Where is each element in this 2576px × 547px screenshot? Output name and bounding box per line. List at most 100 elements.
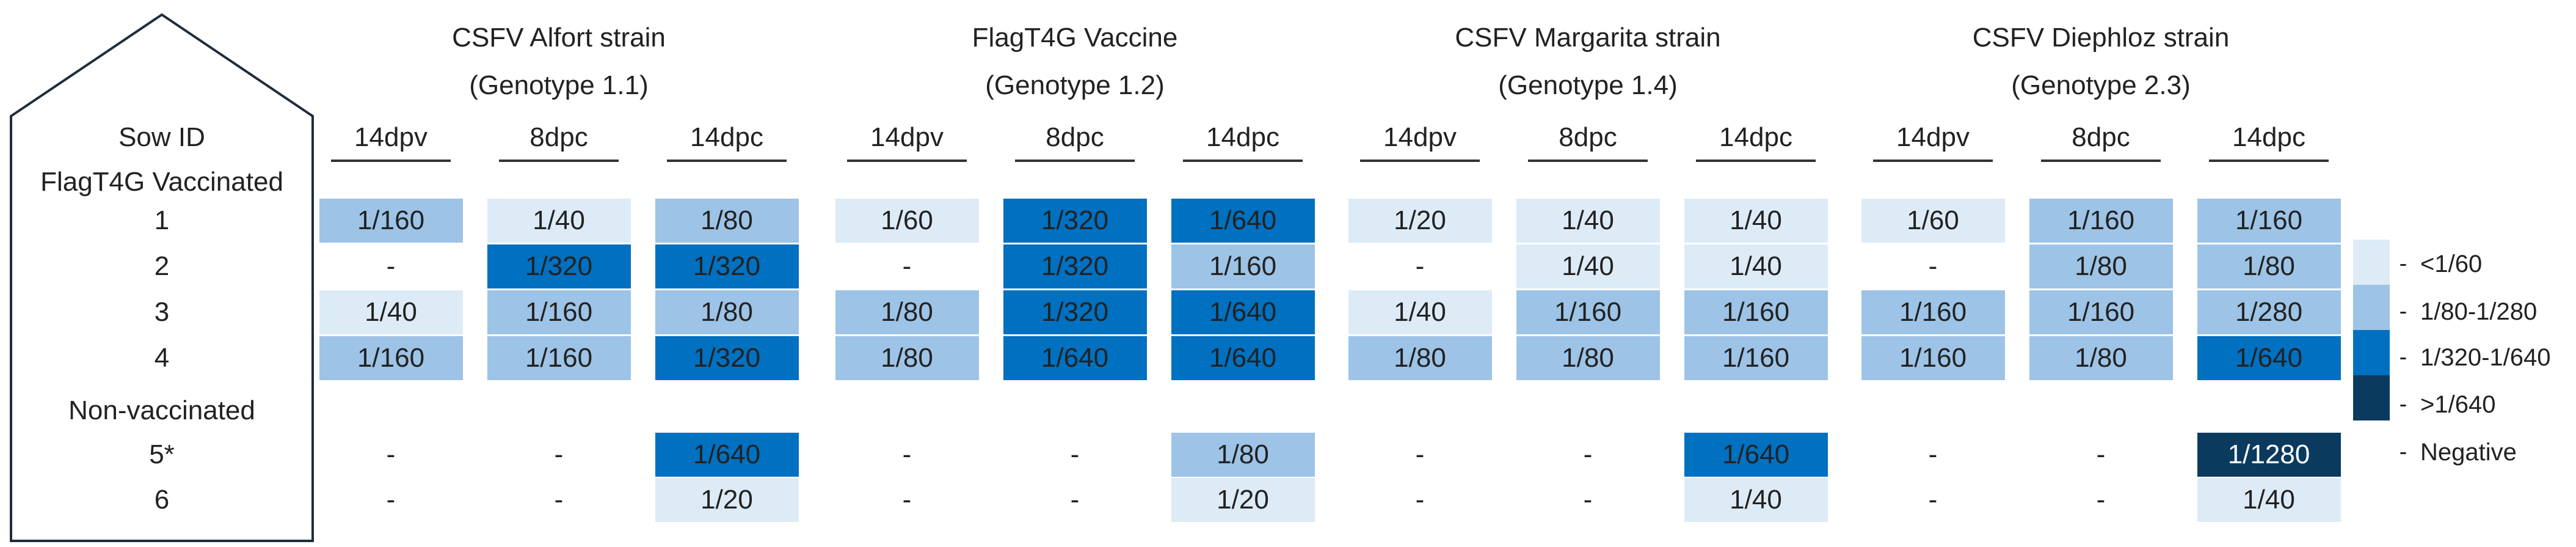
cell-value: 1/280 — [2235, 297, 2303, 327]
timepoint-header: 14dpc — [1206, 122, 1279, 152]
cell-value: 1/160 — [2067, 297, 2135, 327]
header-underline — [1696, 160, 1816, 162]
header-underline — [2041, 160, 2161, 162]
cell-value: 1/20 — [1217, 485, 1269, 515]
cell-value: 1/40 — [1562, 205, 1614, 235]
cell-value: 1/40 — [1394, 297, 1446, 327]
heatmap-cell — [1861, 336, 2005, 380]
cell-value: 1/60 — [1907, 205, 1959, 235]
legend-tick: - — [2399, 391, 2407, 417]
cell-value: 1/40 — [2243, 485, 2295, 515]
cell-value: - — [1928, 439, 1938, 469]
sow-id-label: 5* — [149, 439, 175, 469]
cell-value: 1/320 — [1041, 251, 1109, 281]
heatmap-cell — [835, 199, 979, 243]
sow-id-label: 6 — [154, 485, 170, 515]
row-header-label: Sow ID — [118, 122, 205, 152]
cell-value: - — [1583, 485, 1593, 515]
cell-value: 1/160 — [2067, 205, 2135, 235]
cell-value: - — [386, 439, 396, 469]
legend-swatch — [2353, 285, 2390, 330]
cell-value: 1/640 — [693, 439, 761, 469]
cell-value: - — [1070, 485, 1080, 515]
heatmap-cell — [1003, 199, 1147, 243]
header-underline — [331, 160, 451, 162]
header-underline — [1360, 160, 1480, 162]
heatmap-cell — [655, 244, 799, 288]
cell-value: 1/80 — [1394, 343, 1446, 373]
heatmap-cell — [835, 290, 979, 334]
cell-value: - — [1928, 485, 1938, 515]
heatmap-cell — [1684, 433, 1828, 477]
timepoint-header: 14dpc — [690, 122, 763, 152]
cell-value: - — [386, 251, 396, 281]
heatmap-cell — [1003, 336, 1147, 380]
cell-value: 1/640 — [2235, 343, 2303, 373]
strain-genotype: (Genotype 1.4) — [1498, 70, 1678, 100]
heatmap-cell — [1171, 478, 1315, 522]
legend-label: <1/60 — [2420, 251, 2483, 277]
timepoint-header: 14dpc — [1719, 122, 1792, 152]
heatmap-cell — [487, 336, 631, 380]
legend-tick: - — [2399, 251, 2407, 277]
cell-value: 1/40 — [1730, 251, 1782, 281]
cell-value: 1/40 — [365, 297, 417, 327]
heatmap-cell — [1861, 199, 2005, 243]
heatmap-cell — [1516, 336, 1660, 380]
cell-value: - — [554, 439, 564, 469]
cell-value: - — [902, 439, 912, 469]
cell-value: 1/80 — [2243, 251, 2295, 281]
legend-label: Negative — [2420, 439, 2517, 466]
heatmap-cell — [487, 199, 631, 243]
heatmap-cell — [319, 199, 463, 243]
strain-genotype: (Genotype 1.1) — [469, 70, 649, 100]
heatmap-cell — [2197, 199, 2341, 243]
cell-value: 1/80 — [2075, 251, 2127, 281]
cell-value: 1/320 — [1041, 205, 1109, 235]
cell-value: 1/320 — [693, 343, 761, 373]
group-label-non-vaccinated: Non-vaccinated — [68, 395, 255, 425]
cell-value: 1/160 — [1899, 297, 1967, 327]
sow-id-label: 3 — [154, 297, 170, 327]
heatmap-cell — [1861, 290, 2005, 334]
strain-title: CSFV Diephloz strain — [1972, 23, 2230, 53]
cell-value: - — [902, 251, 912, 281]
heatmap-cell — [1348, 336, 1492, 380]
cell-value: - — [902, 485, 912, 515]
heatmap-cell — [1684, 478, 1828, 522]
timepoint-header: 14dpv — [1383, 122, 1457, 152]
heatmap-cell — [319, 336, 463, 380]
heatmap-cell — [2197, 290, 2341, 334]
heatmap-cell — [2197, 336, 2341, 380]
cell-value: 1/20 — [700, 485, 753, 515]
cell-value: 1/640 — [1041, 343, 1109, 373]
legend-label: 1/320-1/640 — [2420, 344, 2551, 371]
cell-value: - — [1928, 251, 1938, 281]
heatmap-cell — [1003, 244, 1147, 288]
legend-swatch — [2353, 375, 2390, 420]
cell-value: 1/160 — [1554, 297, 1622, 327]
heatmap-cell — [2029, 336, 2173, 380]
strain-title: CSFV Alfort strain — [452, 23, 666, 53]
timepoint-header: 14dpv — [870, 122, 944, 152]
cell-value: 1/640 — [1209, 205, 1277, 235]
header-underline — [1528, 160, 1648, 162]
header-underline — [1873, 160, 1993, 162]
cell-value: - — [1415, 251, 1425, 281]
cell-value: 1/80 — [2075, 343, 2127, 373]
heatmap-cell — [1516, 290, 1660, 334]
cell-value: 1/640 — [1209, 343, 1277, 373]
cell-value: 1/160 — [525, 343, 593, 373]
cell-value: 1/640 — [1722, 439, 1790, 469]
strain-title: CSFV Margarita strain — [1455, 23, 1721, 53]
legend-tick: - — [2399, 298, 2407, 325]
strain-genotype: (Genotype 1.2) — [985, 70, 1165, 100]
legend-label: >1/640 — [2420, 391, 2496, 418]
cell-value: 1/640 — [1209, 297, 1277, 327]
cell-value: 1/20 — [1394, 205, 1446, 235]
cell-value: 1/80 — [1562, 343, 1614, 373]
heatmap-cell — [1684, 199, 1828, 243]
heatmap-cell — [835, 336, 979, 380]
heatmap-cell — [2197, 478, 2341, 522]
